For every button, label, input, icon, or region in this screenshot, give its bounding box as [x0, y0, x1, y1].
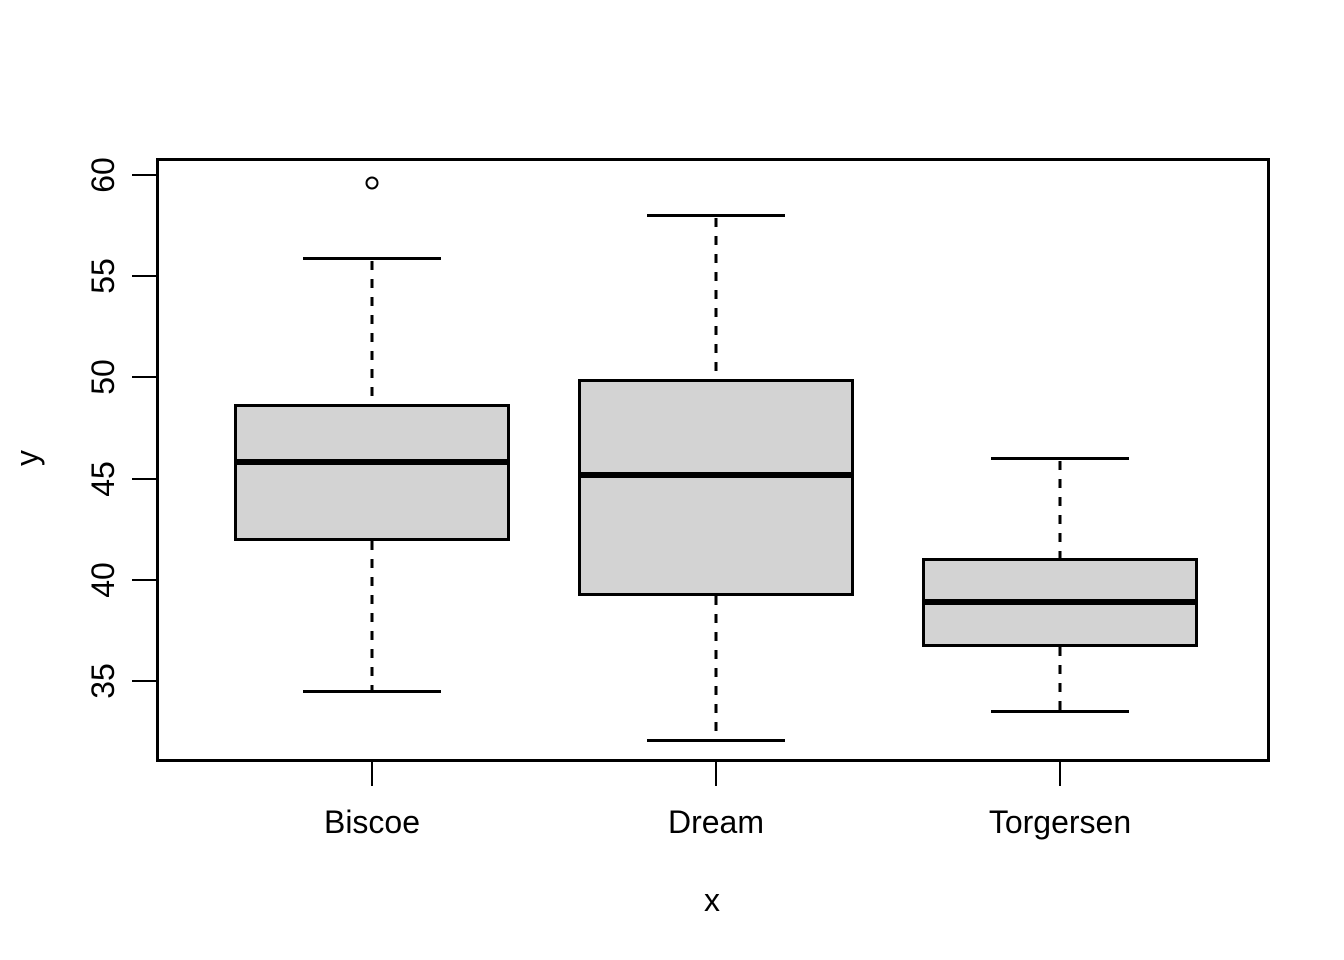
lower-whisker-cap: [647, 738, 785, 742]
upper-whisker-cap: [303, 256, 441, 260]
median-line: [578, 471, 854, 478]
iqr-box: [578, 379, 854, 596]
upper-whisker-line: [714, 218, 718, 380]
x-axis-tick: [371, 762, 373, 786]
upper-whisker-cap: [991, 457, 1129, 461]
upper-whisker-cap: [647, 214, 785, 218]
y-axis-tick-label: 55: [85, 258, 121, 294]
x-axis-title: x: [704, 882, 720, 918]
x-axis-tick: [1059, 762, 1061, 786]
median-line: [922, 599, 1198, 606]
upper-whisker-line: [370, 260, 374, 404]
x-axis-category-label: Torgersen: [988, 804, 1132, 840]
y-axis-tick-label: 35: [85, 663, 121, 699]
y-axis-tick-label: 60: [85, 157, 121, 193]
y-axis-tick-label: 45: [85, 460, 121, 497]
upper-whisker-line: [1058, 461, 1062, 558]
iqr-box: [234, 403, 510, 542]
y-axis-tick: [132, 477, 156, 480]
y-axis-tick: [132, 578, 156, 581]
y-axis-tick-label: 40: [85, 562, 121, 598]
x-axis-category-label: Biscoe: [323, 804, 421, 840]
y-axis-tick: [132, 275, 156, 278]
lower-whisker-cap: [991, 710, 1129, 714]
outlier-point: [365, 176, 379, 190]
x-axis-category-label: Dream: [667, 804, 765, 840]
lower-whisker-line: [714, 595, 718, 739]
y-axis-tick-label: 50: [85, 359, 121, 396]
median-line: [234, 459, 510, 466]
y-axis-tick: [132, 376, 156, 379]
x-axis-tick: [715, 762, 717, 786]
y-axis-tick: [132, 680, 156, 682]
y-axis-title: y: [9, 450, 45, 466]
plot-area-border: [156, 158, 1270, 762]
lower-whisker-line: [370, 541, 374, 691]
y-axis-tick: [132, 174, 156, 176]
lower-whisker-line: [1058, 646, 1062, 711]
lower-whisker-cap: [303, 690, 441, 694]
